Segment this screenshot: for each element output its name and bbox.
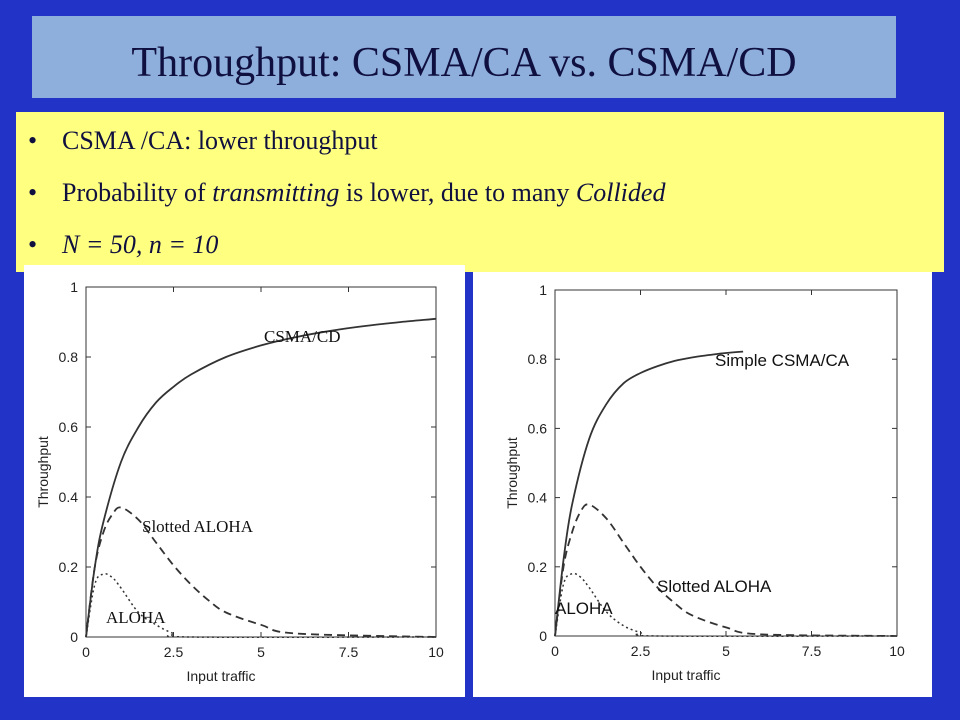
bullet-item: • N = 50, n = 10 [28,230,218,260]
bullet-text: N = 50, n = 10 [62,230,219,259]
y-tick-label: 1 [70,279,78,295]
x-tick-label: 10 [889,643,905,659]
bullet-text: is lower, due to many [339,178,576,207]
series-line-aloha [85,572,437,639]
y-tick-label: 0.4 [59,489,79,505]
series-line-slotted-aloha [554,503,898,637]
x-tick-label: 7.5 [339,644,359,660]
x-tick-label: 2.5 [631,643,651,659]
bullet-item: • Probability of transmitting is lower, d… [28,178,665,208]
bullet-text: Collided [575,178,666,207]
title-banner: Throughput: CSMA/CA vs. CSMA/CD [32,16,896,98]
plot-frame [85,286,437,638]
bullet-dot: • [28,178,38,207]
y-axis-title: Throughput [35,436,51,508]
bullet-text: CSMA /CA: lower throughput [62,126,378,155]
y-tick-label: 0 [539,628,547,644]
y-tick-label: 0.2 [528,559,548,575]
bullet-text: Probability of [62,178,213,207]
chart-csma-cd: 0 2.5 5 7.5 10 0 0.2 0.4 0.6 0.8 1 Input traffic Thr… [35,279,444,684]
bullet-item: • CSMA /CA: lower throughput [28,126,378,156]
bullet-dot: • [28,230,38,259]
y-tick-label: 1 [539,282,547,298]
y-tick-label: 0 [70,629,78,645]
x-tick-label: 2.5 [164,644,184,660]
x-axis-title: Input traffic [651,667,720,683]
y-tick-label: 0.6 [528,420,548,436]
bullet-dot: • [28,126,38,155]
x-axis-title: Input traffic [186,668,255,684]
slide-title: Throughput: CSMA/CA vs. CSMA/CD [131,40,797,86]
x-tick-label: 5 [722,643,730,659]
series-line-simple-csma-ca [554,350,744,637]
y-tick-label: 0.4 [528,490,548,506]
x-tick-label: 5 [257,644,265,660]
x-tick-label: 10 [428,644,444,660]
series-annotation: CSMA/CD [264,327,341,346]
series-annotation: ALOHA [106,608,166,627]
x-tick-label: 7.5 [802,643,822,659]
y-axis-title: Throughput [504,437,520,509]
chart-csma-ca: 0 2.5 5 7.5 10 0 0.2 0.4 0.6 0.8 1 Input traffic Thr… [504,282,905,683]
bullet-box: • CSMA /CA: lower throughput • Probability… [16,112,944,272]
series-line-slotted-aloha [85,506,437,638]
series-line-aloha [554,572,898,638]
chart-panel-csma-ca: 0 2.5 5 7.5 10 0 0.2 0.4 0.6 0.8 1 Input traffic Thr… [473,272,932,697]
y-tick-label: 0.8 [59,349,79,365]
series-annotation: ALOHA [555,599,613,618]
y-tick-label: 0.8 [528,351,548,367]
y-tick-label: 0.2 [59,559,79,575]
series-annotation: Slotted ALOHA [142,517,254,536]
x-tick-label: 0 [82,644,90,660]
bullet-text: transmitting [212,178,340,207]
series-line-csma-cd [85,317,437,638]
series-annotation: Simple CSMA/CA [715,351,850,370]
series-annotation: Slotted ALOHA [657,577,772,596]
chart-panel-csma-cd: 0 2.5 5 7.5 10 0 0.2 0.4 0.6 0.8 1 Input traffic Thr… [24,265,465,697]
x-tick-label: 0 [551,643,559,659]
y-tick-label: 0.6 [59,419,79,435]
